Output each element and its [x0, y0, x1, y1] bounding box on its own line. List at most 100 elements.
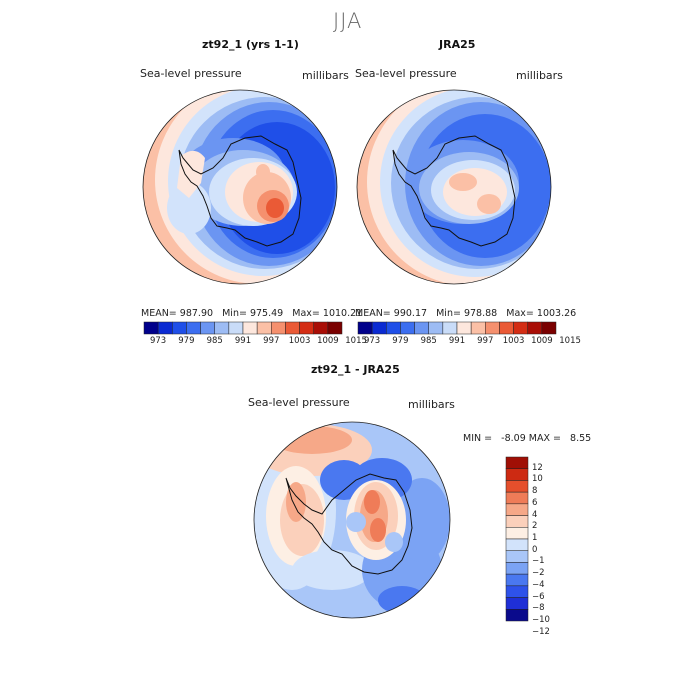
colorbar-tick-label: 12	[532, 462, 543, 473]
season-title: JJA	[333, 9, 363, 33]
panel2-stats: MEAN= 990.17 Min= 978.88 Max= 1003.26	[355, 308, 576, 319]
panel2-mean-value: 990.17	[393, 308, 428, 319]
colorbar-tick-label: 979	[392, 336, 409, 346]
panel2-mean-label: MEAN=	[355, 308, 391, 319]
colorbar-box	[357, 321, 373, 335]
colorbar-tick-label: 0	[532, 544, 538, 555]
panel2-polar-map	[356, 89, 552, 285]
panel1-mean-value: 987.90	[179, 308, 214, 319]
colorbar-box	[172, 321, 187, 335]
colorbar-box	[527, 321, 543, 335]
colorbar-box	[505, 562, 529, 575]
colorbar-tick-label: 997	[263, 336, 280, 346]
panel2-colorbar	[357, 321, 557, 335]
colorbar-box	[513, 321, 528, 335]
panel3-min-value: -8.09	[501, 433, 526, 444]
panel2-title: JRA25	[439, 38, 476, 51]
panel1-units-label: millibars	[302, 69, 349, 82]
colorbar-box	[505, 515, 529, 528]
colorbar-box	[157, 321, 173, 335]
panel1-min-value: 975.49	[249, 308, 284, 319]
panel1-max-value: 1010.21	[322, 308, 363, 319]
colorbar-box	[505, 468, 529, 481]
panel3-max-value: 8.55	[570, 433, 592, 444]
colorbar-tick-label: 973	[363, 336, 381, 346]
colorbar-box	[505, 597, 529, 610]
colorbar-box	[442, 321, 458, 335]
panel3-colorbar	[505, 456, 529, 622]
panel1-variable-label: Sea-level pressure	[140, 67, 242, 80]
colorbar-tick-label: −6	[532, 591, 545, 602]
panel1-max-label: Max=	[292, 308, 320, 319]
panel2-min-label: Min=	[436, 308, 461, 319]
colorbar-box	[242, 321, 258, 335]
colorbar-box	[271, 321, 286, 335]
colorbar-box	[505, 503, 529, 516]
colorbar-box	[371, 321, 387, 335]
colorbar-box	[386, 321, 401, 335]
colorbar-tick-label: 10	[532, 474, 543, 485]
colorbar-box	[143, 321, 159, 335]
colorbar-box	[428, 321, 444, 335]
colorbar-box	[214, 321, 230, 335]
colorbar-tick-label: −1	[532, 556, 545, 567]
panel2-max-value: 1003.26	[536, 308, 577, 319]
colorbar-tick-label: 1003	[502, 336, 525, 346]
panel3-min-label: MIN =	[463, 433, 493, 444]
colorbar-tick-label: 8	[532, 486, 538, 497]
panel3-polar-map	[253, 421, 451, 619]
colorbar-tick-label: 991	[448, 336, 466, 346]
colorbar-tick-label: 1	[532, 533, 538, 543]
colorbar-box	[228, 321, 244, 335]
colorbar-tick-label: −12	[532, 626, 550, 637]
panel3-colorbar-ticks: 12 10 8 6 4 2 1 0 −1 −2 −4 −6 −8 −10 −12	[530, 457, 560, 637]
colorbar-box	[414, 321, 429, 335]
panel2-units-label: millibars	[516, 69, 563, 82]
panel1-colorbar	[143, 321, 343, 335]
panel2-variable-label: Sea-level pressure	[355, 67, 457, 80]
colorbar-box	[313, 321, 329, 335]
colorbar-box	[299, 321, 314, 335]
panel1-colorbar-ticks: 973 979 985 991 997 1003 1009 1015	[144, 336, 367, 348]
colorbar-box	[505, 550, 529, 563]
colorbar-tick-label: 985	[206, 336, 223, 346]
colorbar-tick-label: −8	[532, 603, 545, 614]
colorbar-box	[505, 480, 529, 493]
colorbar-box	[200, 321, 215, 335]
colorbar-box	[400, 321, 415, 335]
panel2-min-value: 978.88	[463, 308, 498, 319]
colorbar-box	[256, 321, 272, 335]
panel1-stats: MEAN= 987.90 Min= 975.49 Max= 1010.21	[141, 308, 362, 319]
colorbar-tick-label: 1015	[345, 336, 367, 346]
colorbar-tick-label: −2	[532, 568, 545, 579]
colorbar-box	[456, 321, 472, 335]
colorbar-box	[505, 538, 529, 551]
colorbar-tick-label: −10	[532, 615, 550, 625]
panel3-units-label: millibars	[408, 398, 455, 411]
colorbar-tick-label: −4	[532, 579, 545, 590]
colorbar-box	[470, 321, 486, 335]
colorbar-box	[485, 321, 500, 335]
colorbar-box	[505, 609, 529, 622]
colorbar-tick-label: 2	[532, 521, 538, 532]
colorbar-box	[285, 321, 300, 335]
colorbar-tick-label: 1009	[531, 336, 553, 346]
panel3-title: zt92_1 - JRA25	[311, 363, 400, 376]
colorbar-box	[505, 491, 529, 505]
colorbar-tick-label: 973	[149, 336, 167, 346]
panel3-max-label: MAX =	[528, 433, 561, 444]
panel3-stats: MIN = -8.09 MAX = 8.55	[463, 433, 591, 444]
colorbar-tick-label: 1015	[559, 336, 581, 346]
colorbar-box	[505, 573, 529, 587]
panel1-polar-map	[142, 89, 338, 285]
colorbar-box	[541, 321, 557, 335]
panel1-title: zt92_1 (yrs 1-1)	[202, 38, 299, 51]
colorbar-box	[186, 321, 201, 335]
colorbar-tick-label: 985	[420, 336, 437, 346]
panel2-colorbar-ticks: 973 979 985 991 997 1003 1009 1015	[358, 336, 581, 348]
colorbar-box	[505, 456, 529, 469]
colorbar-tick-label: 979	[178, 336, 195, 346]
panel3-variable-label: Sea-level pressure	[248, 396, 350, 409]
colorbar-box	[505, 585, 529, 598]
colorbar-tick-label: 991	[234, 336, 252, 346]
